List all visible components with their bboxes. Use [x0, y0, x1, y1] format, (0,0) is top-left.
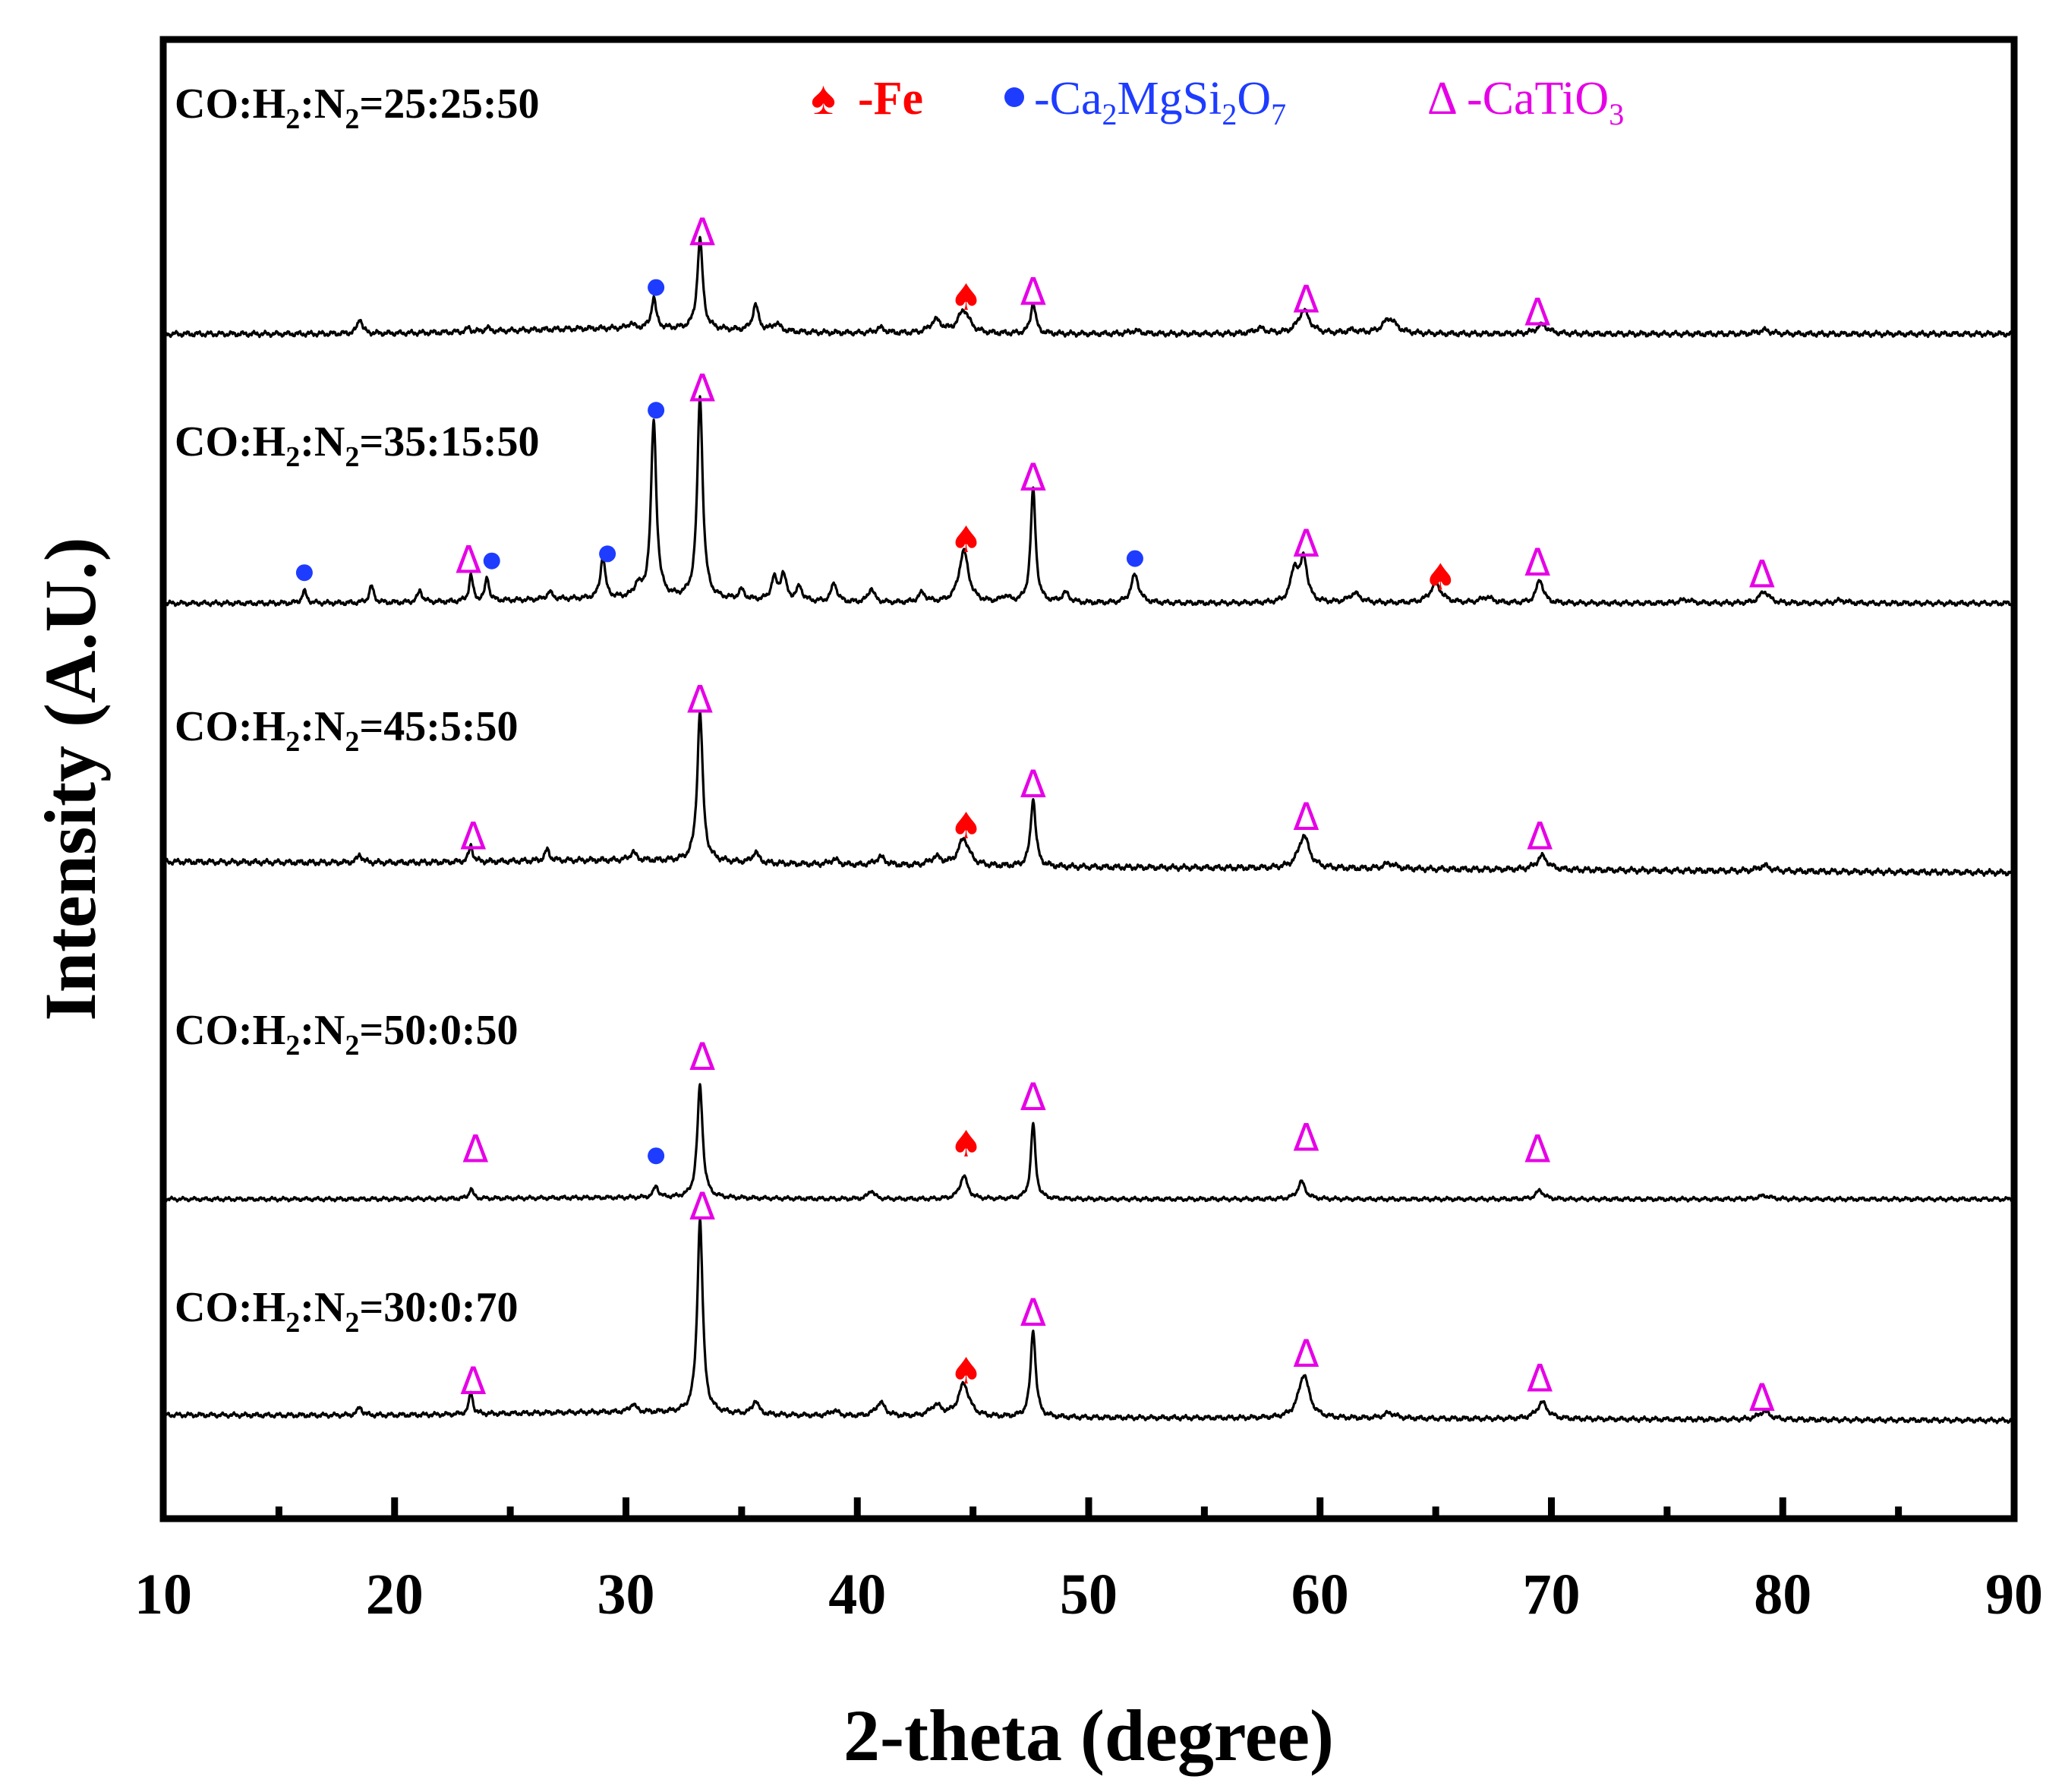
catio3-marker: Δ	[1293, 522, 1319, 566]
series-line	[162, 710, 2016, 877]
x-tick-label: 50	[1060, 1563, 1118, 1626]
catio3-marker: Δ	[689, 366, 715, 410]
series-label: CO:H2:N2=50:0:50	[175, 1007, 519, 1062]
series-line	[162, 1083, 2016, 1203]
plot-area: Δ ♠ Δ Δ Δ Δ Δ ♠ Δ Δ ♠ Δ Δ Δ Δ ♠ Δ Δ Δ Δ Δ ♠ Δ Δ Δ Δ Δ ♠ Δ Δ Δ Δ CO:H2:N…	[159, 36, 2018, 1522]
series-group	[162, 235, 2016, 1424]
ca2mgsi2o7-marker	[648, 1147, 665, 1165]
ca2mgsi2o7-marker	[295, 564, 313, 582]
y-axis-title: Intensity (A.U.)	[30, 537, 111, 1021]
x-tick-label: 90	[1985, 1563, 2043, 1626]
catio3-marker: Δ	[689, 1185, 715, 1229]
catio3-marker: Δ	[1020, 1075, 1046, 1119]
fe-marker: ♠	[950, 519, 982, 561]
catio3-marker: Δ	[1293, 1115, 1319, 1159]
catio3-marker: Δ	[1524, 541, 1550, 585]
catio3-marker: Δ	[1524, 1128, 1550, 1172]
x-tick-label: 10	[134, 1563, 192, 1626]
catio3-marker: Δ	[1293, 795, 1319, 839]
series-label: CO:H2:N2=45:5:50	[175, 703, 519, 758]
catio3-marker: Δ	[456, 538, 481, 582]
legend: ♠ -Fe -Ca2MgSi2O7 Δ -CaTiO3	[811, 73, 1624, 131]
catio3-marker: Δ	[1524, 291, 1550, 335]
marker-group: Δ ♠ Δ Δ Δ Δ Δ ♠ Δ Δ ♠ Δ Δ Δ Δ ♠ Δ Δ Δ Δ Δ ♠ Δ Δ Δ Δ Δ ♠ Δ Δ Δ Δ	[295, 210, 1775, 1420]
x-tick-label: 20	[366, 1563, 424, 1626]
x-tick-label: 80	[1754, 1563, 1811, 1626]
catio3-marker: Δ	[1020, 270, 1046, 314]
legend-catio3-label: -CaTiO3	[1467, 73, 1624, 131]
ca2mgsi2o7-marker	[1126, 550, 1143, 567]
catio3-marker: Δ	[1020, 762, 1046, 806]
catio3-marker: Δ	[1749, 1376, 1775, 1420]
fe-marker: ♠	[950, 1123, 982, 1166]
x-tick-label: 30	[597, 1563, 655, 1626]
catio3-marker: Δ	[687, 677, 713, 721]
series-label: CO:H2:N2=35:15:50	[175, 418, 540, 473]
series-label: CO:H2:N2=30:0:70	[175, 1284, 519, 1339]
fe-marker: ♠	[950, 1350, 982, 1393]
fe-marker: ♠	[1424, 556, 1457, 598]
catio3-marker: Δ	[1527, 1357, 1553, 1401]
series-line	[162, 235, 2015, 339]
catio3-marker: Δ	[1749, 552, 1775, 596]
legend-catio3-symbol: Δ	[1427, 73, 1458, 125]
catio3-marker: Δ	[689, 1035, 715, 1079]
catio3-marker: Δ	[460, 814, 486, 858]
catio3-marker: Δ	[1020, 1291, 1046, 1335]
fe-marker: ♠	[950, 805, 982, 847]
x-tick-label: 70	[1523, 1563, 1581, 1626]
ca2mgsi2o7-marker	[648, 279, 665, 296]
ca2mgsi2o7-marker	[648, 402, 665, 419]
ca2mgsi2o7-marker	[483, 552, 500, 569]
series-line	[162, 395, 2015, 607]
x-axis-title: 2-theta (degree)	[843, 1695, 1334, 1776]
legend-fe-symbol: ♠	[811, 73, 836, 125]
x-tick-label: 60	[1291, 1563, 1349, 1626]
x-tick-label: 40	[828, 1563, 886, 1626]
series-line	[162, 1217, 2015, 1424]
catio3-marker: Δ	[462, 1128, 488, 1172]
fe-marker: ♠	[950, 276, 982, 319]
label-group: CO:H2:N2=25:25:50 CO:H2:N2=35:15:50 CO:H2:…	[175, 80, 540, 1339]
legend-ca2mgsi2o7-label: -Ca2MgSi2O7	[1034, 73, 1286, 131]
series-label: CO:H2:N2=25:25:50	[175, 80, 540, 135]
ca2mgsi2o7-marker	[599, 545, 616, 563]
catio3-marker: Δ	[1020, 456, 1046, 500]
legend-ca2mgsi2o7-symbol	[1004, 87, 1024, 107]
catio3-marker: Δ	[689, 210, 715, 254]
catio3-marker: Δ	[1293, 1332, 1319, 1376]
catio3-marker: Δ	[1293, 278, 1319, 322]
catio3-marker: Δ	[460, 1359, 486, 1403]
catio3-marker: Δ	[1527, 814, 1553, 858]
legend-fe-label: -Fe	[858, 73, 923, 125]
x-axis: 10 20 30 40 50 60 70 80 90	[134, 1497, 2043, 1626]
